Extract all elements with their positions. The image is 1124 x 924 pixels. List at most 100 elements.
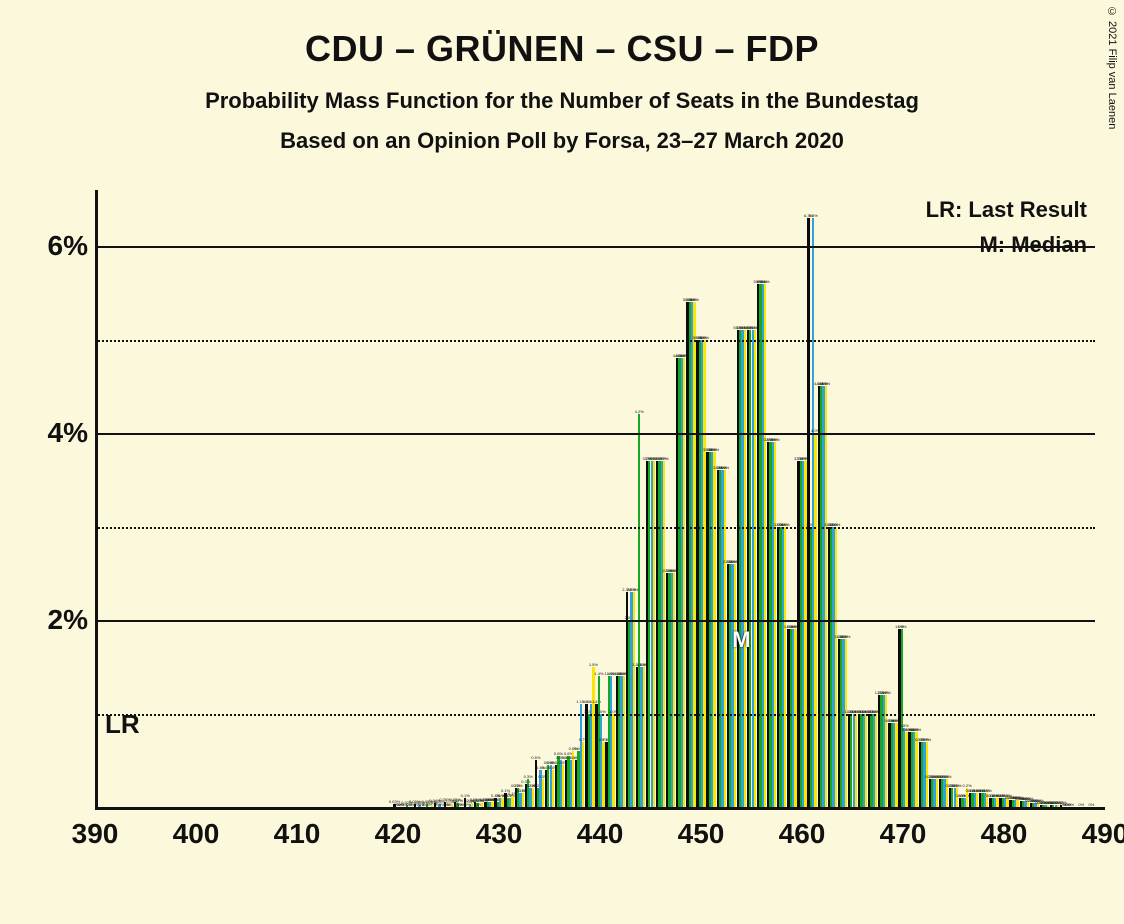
bar-yellow: 0.1% — [996, 798, 998, 807]
gridline — [95, 714, 1095, 716]
bar-yellow: 5.0% — [703, 340, 705, 807]
chart-subtitle-2: Based on an Opinion Poll by Forsa, 23–27… — [0, 128, 1124, 154]
bar-yellow: 0.5% — [562, 765, 564, 807]
x-tick-label: 410 — [274, 818, 321, 850]
bar-yellow: 3.7% — [653, 461, 655, 807]
bar-yellow: 0.04% — [481, 803, 483, 807]
bar-yellow: 0.05% — [491, 802, 493, 807]
bar-yellow: 2.5% — [673, 573, 675, 807]
bar-yellow: 1.0% — [865, 714, 867, 807]
x-tick-label: 480 — [981, 818, 1028, 850]
y-tick-label: 2% — [33, 604, 88, 636]
bar-yellow: 4.5% — [825, 386, 827, 807]
bar-value-label: 1.4% — [594, 671, 603, 676]
bar-yellow: 0.8% — [915, 732, 917, 807]
lr-marker: LR — [105, 709, 140, 740]
bar-yellow: 3.0% — [784, 527, 786, 807]
bar-value-label: 2.3% — [629, 587, 638, 592]
bar-yellow: 0.3% — [542, 779, 544, 807]
bar-yellow: 0.02% — [1047, 805, 1049, 807]
bar-yellow: 1.9% — [794, 629, 796, 807]
bar-yellow: 1.0% — [612, 714, 614, 807]
bar-value-label: 0.5% — [531, 755, 540, 760]
copyright-text: © 2021 Filip van Laenen — [1106, 6, 1118, 129]
bar-yellow: 0.1% — [522, 793, 524, 807]
bar-yellow: 0.1% — [976, 793, 978, 807]
bar-yellow: 3.8% — [713, 452, 715, 807]
x-tick-label: 430 — [476, 818, 523, 850]
x-tick-label: 420 — [375, 818, 422, 850]
bar-yellow: 2.3% — [633, 592, 635, 807]
y-tick-label: 6% — [33, 230, 88, 262]
gridline — [95, 433, 1095, 435]
bar-yellow: 0.7% — [582, 742, 584, 807]
bar-yellow: 3.6% — [724, 470, 726, 807]
bar-value-label: 0.7% — [922, 737, 931, 742]
chart-title: CDU – GRÜNEN – CSU – FDP — [0, 0, 1124, 70]
bar-value-label: 1.2% — [882, 690, 891, 695]
bar-value-label: 6.3% — [809, 213, 818, 218]
bar-yellow: 0.02% — [1057, 805, 1059, 807]
bar-yellow: 0.2% — [956, 788, 958, 807]
bar-value-label: 1.8% — [841, 634, 850, 639]
bar-value-label: 0% — [1089, 802, 1095, 807]
bar-yellow: 0.1% — [501, 798, 503, 807]
x-tick-label: 440 — [577, 818, 624, 850]
gridline — [95, 620, 1095, 622]
bar-yellow: 1.0% — [855, 714, 857, 807]
bar-value-label: 0% — [1078, 802, 1084, 807]
plot-area: LR: Last Result M: Median 0.03%0%0%0%0%0… — [95, 190, 1105, 850]
bar-yellow: 0.03% — [451, 804, 453, 807]
bar-yellow: 5.1% — [744, 330, 746, 807]
bar-value-label: 1.9% — [897, 624, 906, 629]
gridline — [95, 527, 1095, 529]
median-marker: M — [732, 627, 750, 653]
x-tick-label: 450 — [678, 818, 725, 850]
bar-value-label: 1.5% — [589, 662, 598, 667]
bar-yellow: 1.5% — [592, 667, 594, 807]
bar-value-label: 3.6% — [720, 465, 729, 470]
bar-yellow: 1.4% — [623, 676, 625, 807]
bar-yellow: 5.1% — [754, 330, 756, 807]
bar-yellow: 1.5% — [643, 667, 645, 807]
bar-yellow: 5.4% — [693, 302, 695, 807]
bar-value-label: 3.9% — [771, 437, 780, 442]
bar-yellow: 1.2% — [885, 695, 887, 807]
bar-yellow: 0.9% — [895, 723, 897, 807]
bar-value-label: 3.8% — [710, 447, 719, 452]
bar-value-label: 5.4% — [690, 297, 699, 302]
bar-value-label: 0% — [1068, 802, 1074, 807]
bar-value-label: 0.1% — [461, 793, 470, 798]
bar-yellow: 0.7% — [602, 742, 604, 807]
bar-yellow: 3.7% — [804, 461, 806, 807]
bar-yellow: 0.2% — [532, 788, 534, 807]
bar-yellow: 3.9% — [774, 442, 776, 807]
x-tick-label: 470 — [880, 818, 927, 850]
bar-yellow: 3.7% — [663, 461, 665, 807]
bar-yellow: 5.6% — [764, 284, 766, 808]
x-tick-label: 400 — [173, 818, 220, 850]
y-tick-label: 4% — [33, 417, 88, 449]
x-axis-line — [95, 807, 1105, 810]
bar-yellow: 0.3% — [936, 779, 938, 807]
bar-value-label: 5.6% — [761, 279, 770, 284]
bar-yellow: 2.6% — [734, 564, 736, 807]
bar-value-label: 0.2% — [952, 783, 961, 788]
bar-yellow: 1.8% — [845, 639, 847, 807]
bar-value-label: 4.5% — [821, 381, 830, 386]
bar-yellow: 0.8% — [905, 732, 907, 807]
chart-subtitle: Probability Mass Function for the Number… — [0, 88, 1124, 114]
gridline — [95, 340, 1095, 342]
bar-value-label: 3.7% — [660, 456, 669, 461]
bar-value-label: 0.3% — [942, 774, 951, 779]
bar-value-label: 4.2% — [635, 409, 644, 414]
bar-value-label: 0.8% — [912, 727, 921, 732]
x-tick-label: 390 — [72, 818, 119, 850]
bar-yellow: 3.0% — [835, 527, 837, 807]
bar-yellow: 0.04% — [471, 803, 473, 807]
x-tick-label: 490 — [1082, 818, 1124, 850]
gridline — [95, 246, 1095, 248]
bar-yellow: 0.02% — [431, 805, 433, 807]
bar-value-label: 0.3% — [524, 774, 533, 779]
x-tick-label: 460 — [779, 818, 826, 850]
